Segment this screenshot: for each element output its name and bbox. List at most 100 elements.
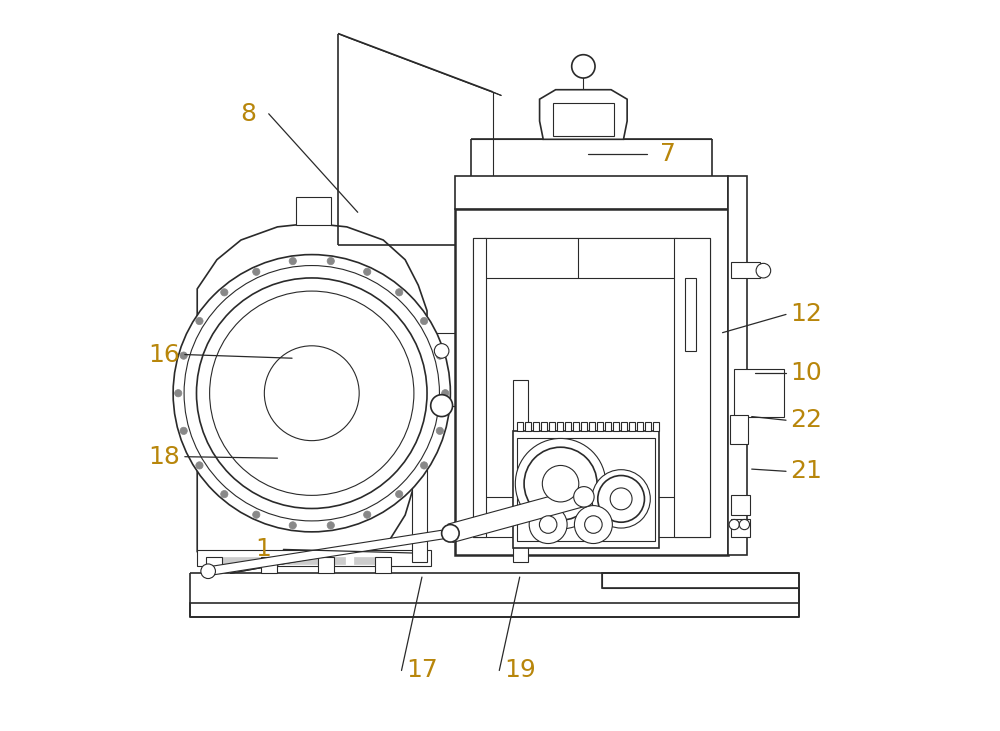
Polygon shape — [190, 573, 799, 617]
Text: 10: 10 — [791, 361, 822, 385]
Circle shape — [264, 346, 359, 441]
Bar — [728, 175, 747, 556]
Bar — [731, 262, 760, 278]
Polygon shape — [197, 223, 434, 558]
Bar — [605, 423, 611, 431]
Circle shape — [396, 491, 403, 498]
Bar — [455, 208, 728, 556]
Bar — [533, 423, 539, 431]
Circle shape — [515, 439, 606, 529]
Circle shape — [524, 447, 597, 520]
Circle shape — [431, 395, 453, 417]
Bar — [206, 558, 222, 573]
Polygon shape — [207, 529, 451, 575]
Bar — [261, 558, 277, 573]
Text: 1: 1 — [255, 537, 271, 561]
Circle shape — [327, 522, 334, 529]
Bar — [629, 423, 635, 431]
Circle shape — [436, 427, 444, 434]
Circle shape — [173, 254, 450, 532]
Text: 21: 21 — [790, 459, 822, 483]
Circle shape — [420, 317, 428, 325]
Bar — [455, 175, 728, 208]
Circle shape — [442, 525, 459, 542]
Circle shape — [364, 511, 371, 518]
Text: 22: 22 — [790, 408, 822, 432]
Bar — [513, 431, 659, 548]
Circle shape — [180, 427, 187, 434]
Circle shape — [529, 506, 567, 544]
Circle shape — [327, 257, 334, 265]
Text: 18: 18 — [148, 444, 180, 469]
Bar — [549, 423, 555, 431]
Bar — [296, 197, 331, 224]
Circle shape — [729, 520, 739, 530]
Bar — [621, 423, 627, 431]
Circle shape — [201, 564, 215, 578]
Bar — [685, 278, 696, 351]
Circle shape — [436, 352, 444, 359]
Polygon shape — [540, 90, 627, 140]
Text: 16: 16 — [148, 343, 180, 366]
Text: 17: 17 — [406, 659, 438, 683]
Circle shape — [592, 470, 650, 528]
Bar — [484, 238, 677, 497]
Bar — [423, 333, 456, 406]
Bar — [318, 558, 334, 573]
Circle shape — [542, 466, 579, 502]
Bar — [412, 380, 427, 562]
Bar — [730, 415, 748, 444]
Text: 19: 19 — [504, 659, 536, 683]
Bar — [473, 238, 486, 537]
Polygon shape — [448, 488, 586, 542]
Bar — [645, 423, 651, 431]
Bar — [734, 369, 784, 417]
Bar — [541, 423, 547, 431]
Bar — [513, 380, 528, 562]
Bar — [674, 238, 710, 537]
Circle shape — [539, 516, 557, 534]
Bar — [589, 423, 595, 431]
Circle shape — [585, 516, 602, 534]
Circle shape — [196, 278, 427, 509]
Bar — [597, 423, 603, 431]
Bar — [565, 423, 571, 431]
Bar — [195, 358, 206, 468]
Circle shape — [289, 522, 296, 529]
Circle shape — [396, 289, 403, 296]
Circle shape — [420, 462, 428, 469]
Circle shape — [196, 317, 203, 325]
Bar — [517, 423, 523, 431]
Circle shape — [574, 506, 612, 544]
Bar — [473, 238, 710, 537]
Circle shape — [364, 268, 371, 276]
Bar — [653, 423, 659, 431]
Circle shape — [756, 263, 771, 278]
Circle shape — [221, 491, 228, 498]
Circle shape — [210, 291, 414, 496]
Bar — [731, 519, 750, 537]
Text: 12: 12 — [790, 303, 822, 327]
Bar — [525, 423, 531, 431]
Circle shape — [196, 462, 203, 469]
Circle shape — [572, 55, 595, 78]
Bar — [221, 557, 345, 564]
Circle shape — [253, 268, 260, 276]
Text: 7: 7 — [660, 142, 676, 166]
Bar — [375, 558, 391, 573]
Bar — [354, 557, 383, 564]
Circle shape — [253, 511, 260, 518]
Circle shape — [434, 344, 449, 358]
Circle shape — [739, 520, 750, 530]
Circle shape — [221, 289, 228, 296]
Circle shape — [442, 390, 449, 397]
Circle shape — [180, 352, 187, 359]
Bar — [517, 439, 655, 541]
Bar — [197, 550, 431, 566]
Circle shape — [184, 265, 439, 521]
Text: 8: 8 — [240, 102, 256, 126]
Bar — [573, 423, 579, 431]
Circle shape — [574, 487, 594, 507]
Circle shape — [598, 476, 644, 522]
Circle shape — [289, 257, 296, 265]
